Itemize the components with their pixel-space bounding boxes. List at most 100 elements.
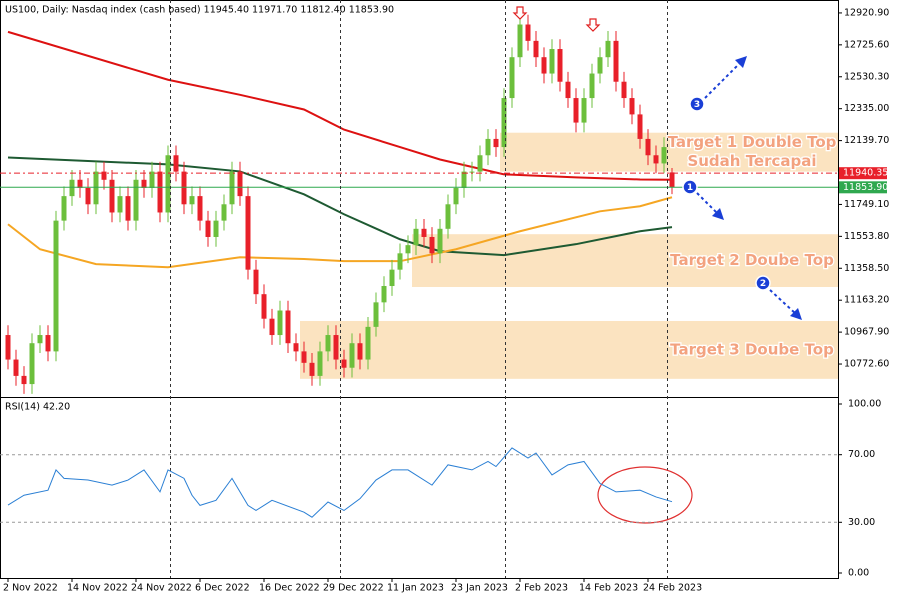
candle-body [445, 204, 451, 229]
candle-body [517, 24, 523, 58]
marker-label: 1 [687, 183, 693, 193]
price-level-box [839, 181, 887, 194]
y-tick-label: 10772.60 [844, 359, 889, 370]
candle-body [101, 171, 107, 180]
candle-body [557, 49, 563, 82]
candle-body [245, 196, 251, 270]
candle-body [125, 196, 131, 221]
x-tick-label: 2 Nov 2022 [3, 583, 58, 594]
period-separators [170, 0, 668, 578]
candle-body [349, 343, 355, 368]
symbol-header: US100, Daily: Nasdaq index (cash based) … [5, 5, 394, 16]
candle-body [213, 220, 219, 237]
arrow-line [704, 62, 741, 99]
x-tick-label: 29 Dec 2022 [323, 583, 384, 594]
candle-body [173, 155, 179, 172]
candle-body [53, 220, 59, 352]
y-tick-label: 10967.90 [844, 327, 889, 338]
candle-body [661, 147, 667, 164]
y-tick-label: 12725.60 [844, 39, 889, 50]
marker-label: 2 [760, 279, 766, 289]
peak-markers [512, 6, 601, 32]
candle-body [85, 187, 91, 205]
candle-body [461, 171, 467, 188]
candle-body [133, 179, 139, 221]
y-tick-label: 0.00 [848, 568, 869, 579]
y-tick-label: 11358.50 [844, 263, 889, 274]
candle-body [165, 155, 171, 213]
zone-label: Target 3 Doube Top [670, 340, 834, 358]
candle-body [29, 343, 35, 385]
candle-body [565, 81, 571, 99]
arrow-head [712, 208, 724, 220]
candle-body [117, 196, 123, 213]
marker-circle [755, 275, 771, 291]
candle-body [573, 98, 579, 123]
candle-body [429, 236, 435, 254]
candle-body [13, 359, 19, 376]
candle-body [5, 335, 11, 360]
marker-circle [682, 179, 698, 195]
candle-body [181, 171, 187, 205]
candle-body [301, 351, 307, 363]
y-tick-label: 12139.70 [844, 135, 889, 146]
candle-body [397, 253, 403, 270]
y-tick-label: 100.00 [848, 399, 881, 410]
zone-label: Sudah Tercapai [687, 152, 816, 170]
x-tick-label: 2 Feb 2023 [515, 583, 568, 594]
candle-body [389, 269, 395, 287]
rsi-panel [7, 447, 673, 518]
arrows [696, 62, 797, 315]
frame [0, 0, 839, 579]
arrow-head [790, 308, 802, 320]
x-tick-label: 14 Nov 2022 [67, 583, 128, 594]
candle-body [589, 73, 595, 99]
y-tick-label: 11749.10 [844, 199, 889, 210]
candle-body [149, 171, 155, 188]
candle-body [629, 98, 635, 115]
candle-body [77, 179, 83, 188]
candle-body [253, 269, 259, 295]
rsi-line [7, 447, 673, 518]
candle-body [533, 40, 539, 58]
candle-body [317, 351, 323, 376]
candle-body [373, 302, 379, 327]
candle-body [453, 187, 459, 205]
price-level-label: 11940.35 [843, 168, 888, 179]
candle-body [541, 57, 547, 74]
candle-body [613, 40, 619, 82]
price-level-box [839, 167, 887, 180]
moving-average [7, 196, 673, 269]
candle-body [333, 335, 339, 360]
candle-body [645, 138, 651, 156]
candle-body [509, 57, 515, 99]
y-tick-label: 12335.00 [844, 103, 889, 114]
candle-body [637, 114, 643, 139]
marker-label: 3 [694, 100, 700, 110]
highlight-ellipse [597, 466, 693, 524]
candle-body [261, 294, 267, 319]
candle-body [309, 362, 315, 376]
candle-body [581, 98, 587, 123]
candle-body [653, 155, 659, 164]
candle-body [485, 138, 491, 156]
price-level-label: 11853.90 [843, 182, 888, 193]
candle-body [45, 335, 51, 352]
candle-body [237, 171, 243, 197]
x-tick-label: 24 Nov 2022 [131, 583, 192, 594]
candle-body [285, 310, 291, 344]
candle-body [621, 81, 627, 99]
rsi-title: RSI(14) 42.20 [5, 402, 70, 413]
candle-body [437, 228, 443, 254]
candle-body [221, 204, 227, 221]
candle-body [501, 98, 507, 148]
candle-body [493, 138, 499, 148]
candle-body [205, 220, 211, 237]
y-tick-label: 12920.90 [844, 7, 889, 18]
y-tick-label: 70.00 [848, 449, 875, 460]
candle-body [669, 172, 675, 188]
arrow-head [735, 56, 747, 68]
zone-label: Target 1 Double Top [668, 133, 837, 151]
x-tick-label: 14 Feb 2023 [579, 583, 638, 594]
